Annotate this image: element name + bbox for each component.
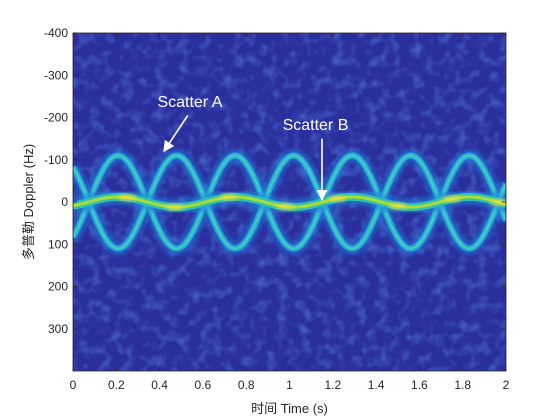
x-axis-label: 时间 Time (s) (251, 401, 328, 416)
annotations: Scatter A Scatter B (157, 94, 349, 202)
x-tick-label: 1 (286, 378, 293, 392)
x-tick-label: 0.8 (238, 378, 255, 392)
scatter-a-label: Scatter A (157, 94, 222, 111)
scatter-b-hotspot (388, 203, 407, 209)
scatter-b-hotspot (490, 199, 506, 205)
scatter-b-hotspot (118, 194, 137, 201)
x-tick-label: 1.8 (454, 378, 471, 392)
y-axis: -400 -300 -200 -100 0 100 200 300 (44, 26, 506, 336)
y-tick-label: -200 (44, 111, 68, 125)
x-tick-label: 0.4 (151, 378, 168, 392)
y-tick-label: 0 (61, 195, 68, 209)
scatter-b-hotspot (165, 204, 184, 210)
y-axis-label: 多普勒 Doppler (Hz) (21, 144, 36, 260)
x-tick-label: 1.2 (324, 378, 341, 392)
x-tick-label: 0 (70, 378, 77, 392)
series-layer (73, 149, 506, 255)
y-tick-label: -100 (44, 153, 68, 167)
x-tick-label: 0.6 (195, 378, 212, 392)
scatter-b-hotspot (442, 196, 461, 202)
y-tick-label: 100 (48, 237, 68, 251)
x-tick-label: 1.6 (411, 378, 428, 392)
scatter-b-hotspot (328, 195, 347, 202)
x-axis: 0 0.2 0.4 0.6 0.8 1 1.2 1.4 1.6 1.8 2 (70, 33, 510, 392)
y-tick-label: 300 (48, 322, 68, 336)
x-tick-label: 1.4 (368, 378, 385, 392)
x-tick-label: 0.2 (108, 378, 125, 392)
x-tick-label: 2 (503, 378, 510, 392)
scatter-b-label: Scatter B (283, 117, 349, 134)
y-tick-label: 200 (48, 280, 68, 294)
plot-area (72, 32, 507, 372)
scatter-b-hotspot (276, 203, 295, 210)
scatter-b-hotspot (219, 194, 238, 200)
y-tick-label: -300 (44, 68, 68, 82)
y-tick-label: -400 (44, 26, 68, 40)
scatter-a-arrow (163, 114, 189, 153)
